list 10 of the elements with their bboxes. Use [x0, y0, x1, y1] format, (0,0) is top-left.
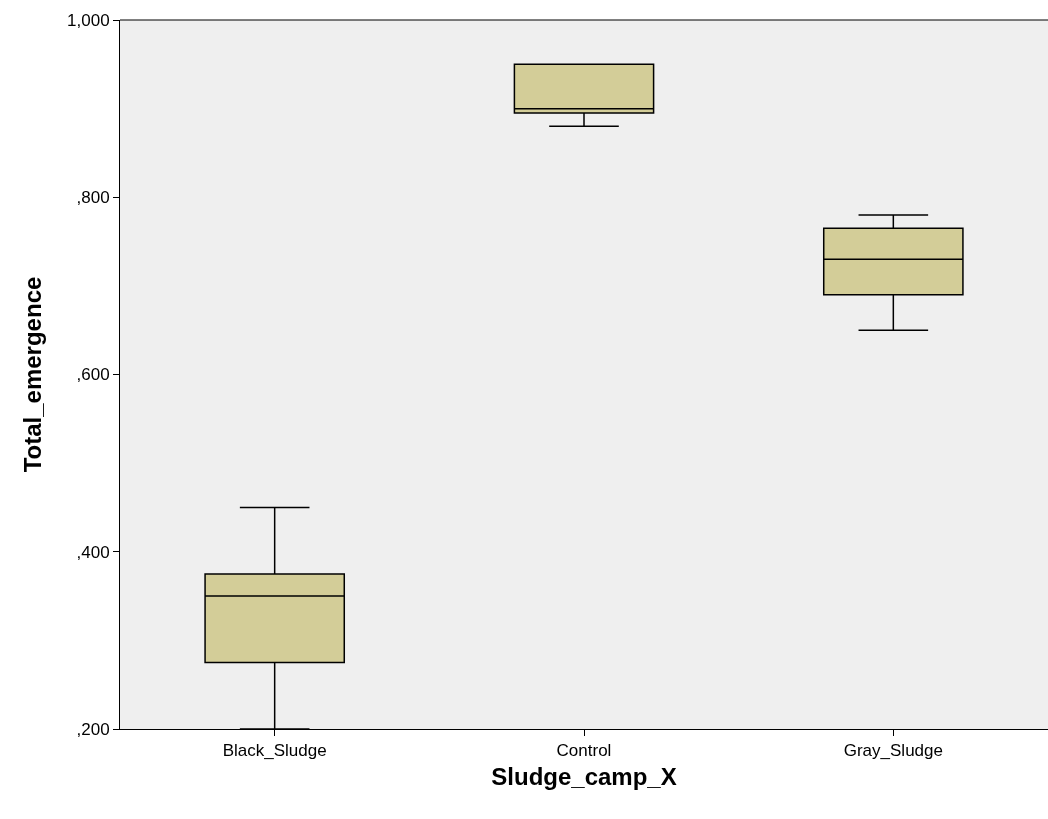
y-tick-label: ,200 [76, 719, 110, 739]
y-tick-label: ,600 [76, 365, 110, 385]
x-tick-label: Black_Sludge [222, 741, 327, 761]
y-tick-label: ,800 [76, 188, 110, 208]
x-axis-title: Sludge_camp_X [491, 762, 677, 790]
y-tick-label: ,400 [76, 542, 110, 562]
x-tick-label: Control [556, 741, 612, 761]
y-tick-label: 1,000 [67, 10, 110, 30]
y-axis-title: Total_emergence [19, 276, 47, 473]
x-tick-label: Gray_Sludge [843, 741, 943, 761]
